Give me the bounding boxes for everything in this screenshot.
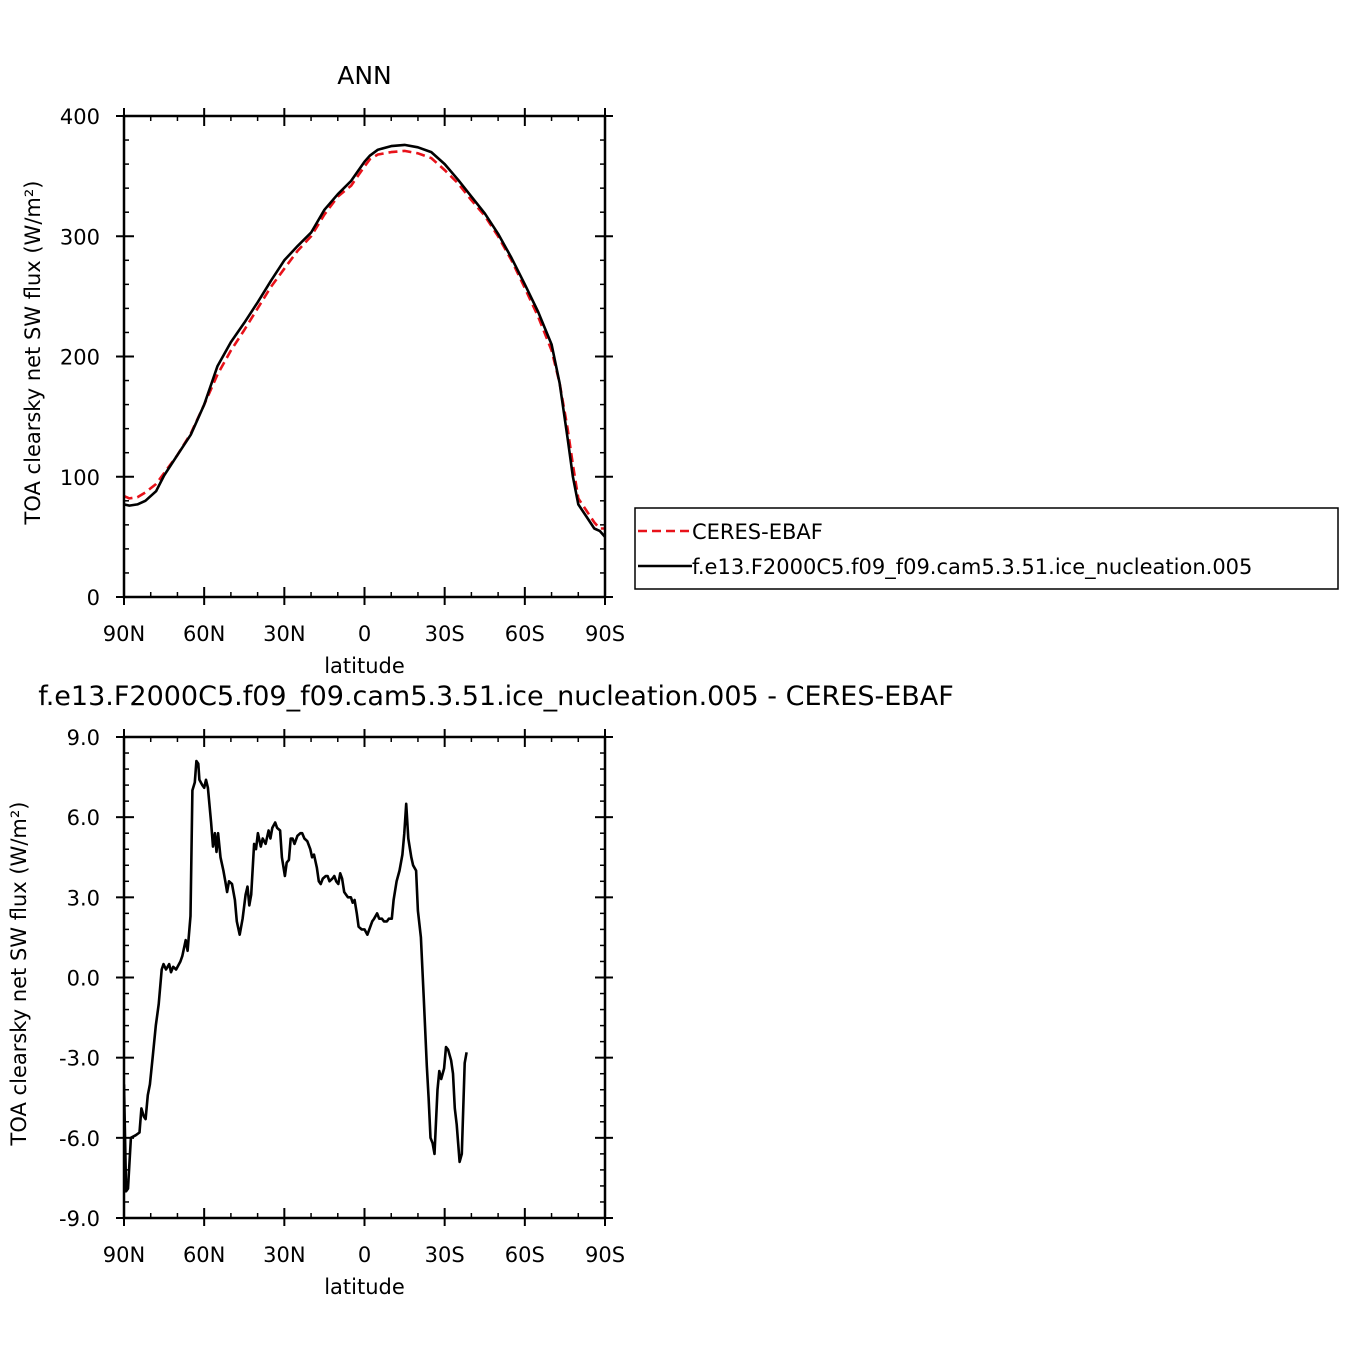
y-tick-label: 400 bbox=[60, 105, 100, 129]
legend-label: CERES-EBAF bbox=[692, 520, 823, 544]
x-tick-label: 0 bbox=[358, 622, 371, 646]
y-tick-label: 300 bbox=[60, 225, 100, 249]
x-tick-label: 60S bbox=[505, 1243, 545, 1267]
y-tick-label: -9.0 bbox=[59, 1207, 100, 1231]
y-tick-label: 3.0 bbox=[67, 886, 100, 910]
x-tick-label: 30S bbox=[425, 622, 465, 646]
legend-label: f.e13.F2000C5.f09_f09.cam5.3.51.ice_nucl… bbox=[692, 555, 1252, 580]
y-axis-label: TOA clearsky net SW flux (W/m²) bbox=[21, 181, 45, 526]
plot-frame bbox=[122, 114, 607, 599]
legend-box bbox=[634, 507, 1339, 590]
chart-title: ANN bbox=[337, 61, 392, 90]
y-tick-label: -6.0 bbox=[59, 1127, 100, 1151]
y-tick-label: 9.0 bbox=[67, 726, 100, 750]
y-tick-label: 0.0 bbox=[67, 967, 100, 991]
x-tick-label: 60N bbox=[183, 622, 225, 646]
x-tick-label: 0 bbox=[358, 1243, 371, 1267]
x-tick-label: 90N bbox=[103, 622, 145, 646]
y-tick-label: 0 bbox=[87, 586, 100, 610]
plot-frame bbox=[122, 735, 607, 1220]
series-line-0 bbox=[124, 759, 468, 1193]
x-axis-label: latitude bbox=[324, 654, 405, 678]
series-line-1 bbox=[124, 143, 605, 538]
series-line-0 bbox=[124, 149, 605, 530]
x-tick-label: 30S bbox=[425, 1243, 465, 1267]
x-tick-label: 60N bbox=[183, 1243, 225, 1267]
y-tick-label: -3.0 bbox=[59, 1047, 100, 1071]
x-tick-label: 90S bbox=[585, 622, 625, 646]
x-tick-label: 30N bbox=[263, 622, 305, 646]
x-tick-label: 60S bbox=[505, 622, 545, 646]
y-axis-label: TOA clearsky net SW flux (W/m²) bbox=[7, 802, 31, 1147]
x-tick-label: 90N bbox=[103, 1243, 145, 1267]
y-tick-label: 6.0 bbox=[67, 806, 100, 830]
y-tick-label: 100 bbox=[60, 466, 100, 490]
y-tick-label: 200 bbox=[60, 346, 100, 370]
x-tick-label: 90S bbox=[585, 1243, 625, 1267]
chart-title: f.e13.F2000C5.f09_f09.cam5.3.51.ice_nucl… bbox=[38, 681, 954, 712]
x-axis-label: latitude bbox=[324, 1275, 405, 1299]
x-tick-label: 30N bbox=[263, 1243, 305, 1267]
